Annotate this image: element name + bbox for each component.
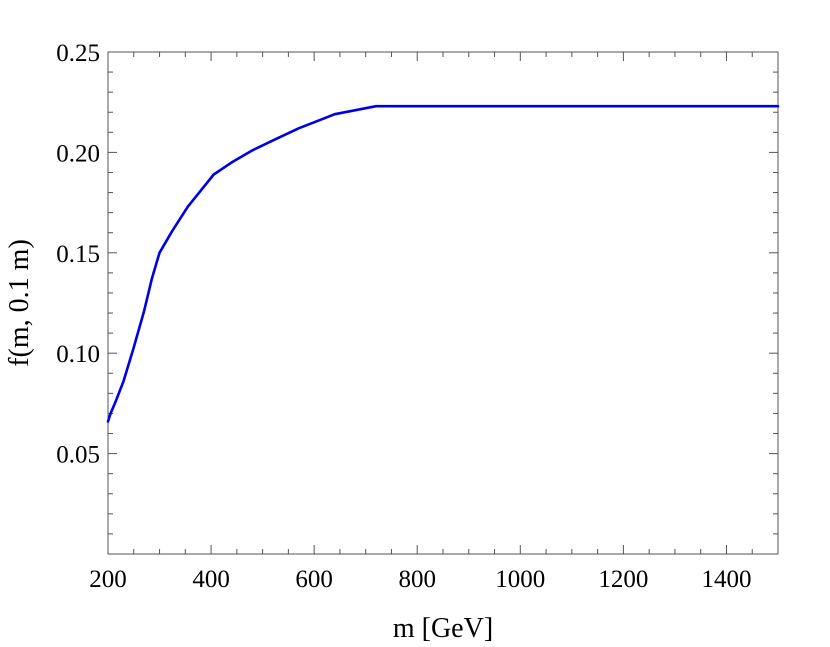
plot-area-border bbox=[107, 51, 779, 555]
x-tick-label: 1000 bbox=[495, 566, 545, 593]
x-tick-label: 800 bbox=[398, 566, 436, 593]
y-axis-label: f(m, 0.1 m) bbox=[4, 239, 35, 367]
plot-frame bbox=[107, 51, 779, 555]
x-tick-label: 1400 bbox=[701, 566, 751, 593]
series-line bbox=[106, 104, 780, 423]
x-tick-label: 200 bbox=[89, 566, 127, 593]
x-tick-label: 600 bbox=[295, 566, 333, 593]
y-tick-label: 0.05 bbox=[56, 442, 100, 469]
y-tick-label: 0.15 bbox=[56, 241, 100, 268]
y-tick-label: 0.10 bbox=[56, 341, 100, 368]
x-axis-label: m [GeV] bbox=[393, 613, 493, 644]
y-tick-label: 0.20 bbox=[56, 140, 100, 167]
series-group bbox=[106, 104, 780, 423]
x-tick-label: 400 bbox=[192, 566, 230, 593]
x-tick-label: 1200 bbox=[598, 566, 648, 593]
y-axis: 0.05 0.10 0.15 0.20 0.25 bbox=[56, 40, 778, 535]
x-axis: 200 400 600 800 1000 1200 1400 bbox=[89, 52, 779, 593]
y-tick-label: 0.25 bbox=[56, 40, 100, 67]
